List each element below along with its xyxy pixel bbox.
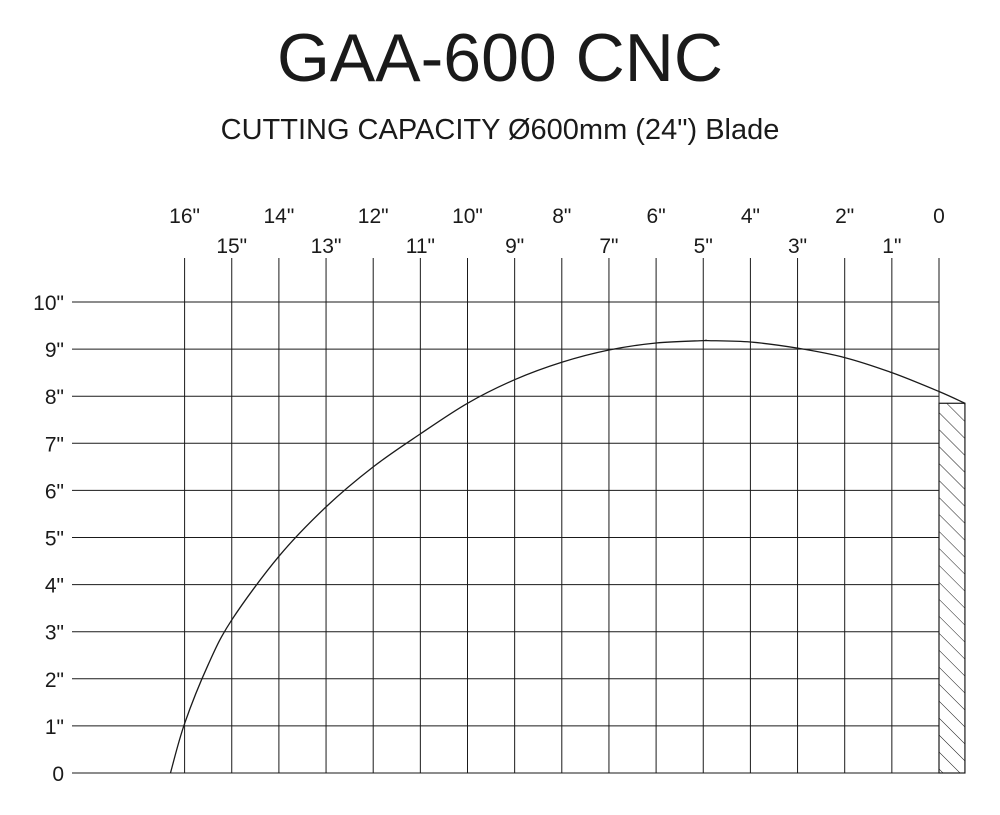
x-tick-label: 0 — [933, 205, 945, 228]
x-tick-label: 13" — [311, 235, 342, 258]
x-tick-label: 7" — [599, 235, 618, 258]
fence-hatched-region — [938, 402, 966, 774]
y-tick-label: 1" — [45, 716, 64, 739]
x-tick-label: 1" — [882, 235, 901, 258]
x-tick-label: 12" — [358, 205, 389, 228]
y-tick-label: 2" — [45, 669, 64, 692]
y-tick-label: 10" — [33, 292, 64, 315]
x-tick-label: 3" — [788, 235, 807, 258]
y-tick-label: 4" — [45, 575, 64, 598]
y-tick-label: 9" — [45, 339, 64, 362]
x-tick-label: 5" — [694, 235, 713, 258]
x-tick-label: 10" — [452, 205, 483, 228]
x-tick-label: 16" — [169, 205, 200, 228]
chart-subtitle: CUTTING CAPACITY Ø600mm (24") Blade — [220, 114, 780, 146]
y-tick-label: 5" — [45, 528, 64, 551]
y-tick-label: 7" — [45, 433, 64, 456]
x-tick-label: 6" — [647, 205, 666, 228]
x-tick-label: 14" — [263, 205, 294, 228]
x-tick-label: 11" — [406, 235, 435, 258]
x-tick-label: 2" — [835, 205, 854, 228]
y-tick-label: 0 — [52, 763, 64, 786]
x-tick-label: 9" — [505, 235, 524, 258]
y-tick-label: 8" — [45, 386, 64, 409]
chart-title: GAA-600 CNC — [277, 20, 723, 96]
x-tick-label: 4" — [741, 205, 760, 228]
y-tick-label: 3" — [45, 622, 64, 645]
capacity-curve — [169, 339, 966, 774]
x-tick-label: 15" — [216, 235, 247, 258]
y-tick-label: 6" — [45, 480, 64, 503]
x-tick-label: 8" — [552, 205, 571, 228]
